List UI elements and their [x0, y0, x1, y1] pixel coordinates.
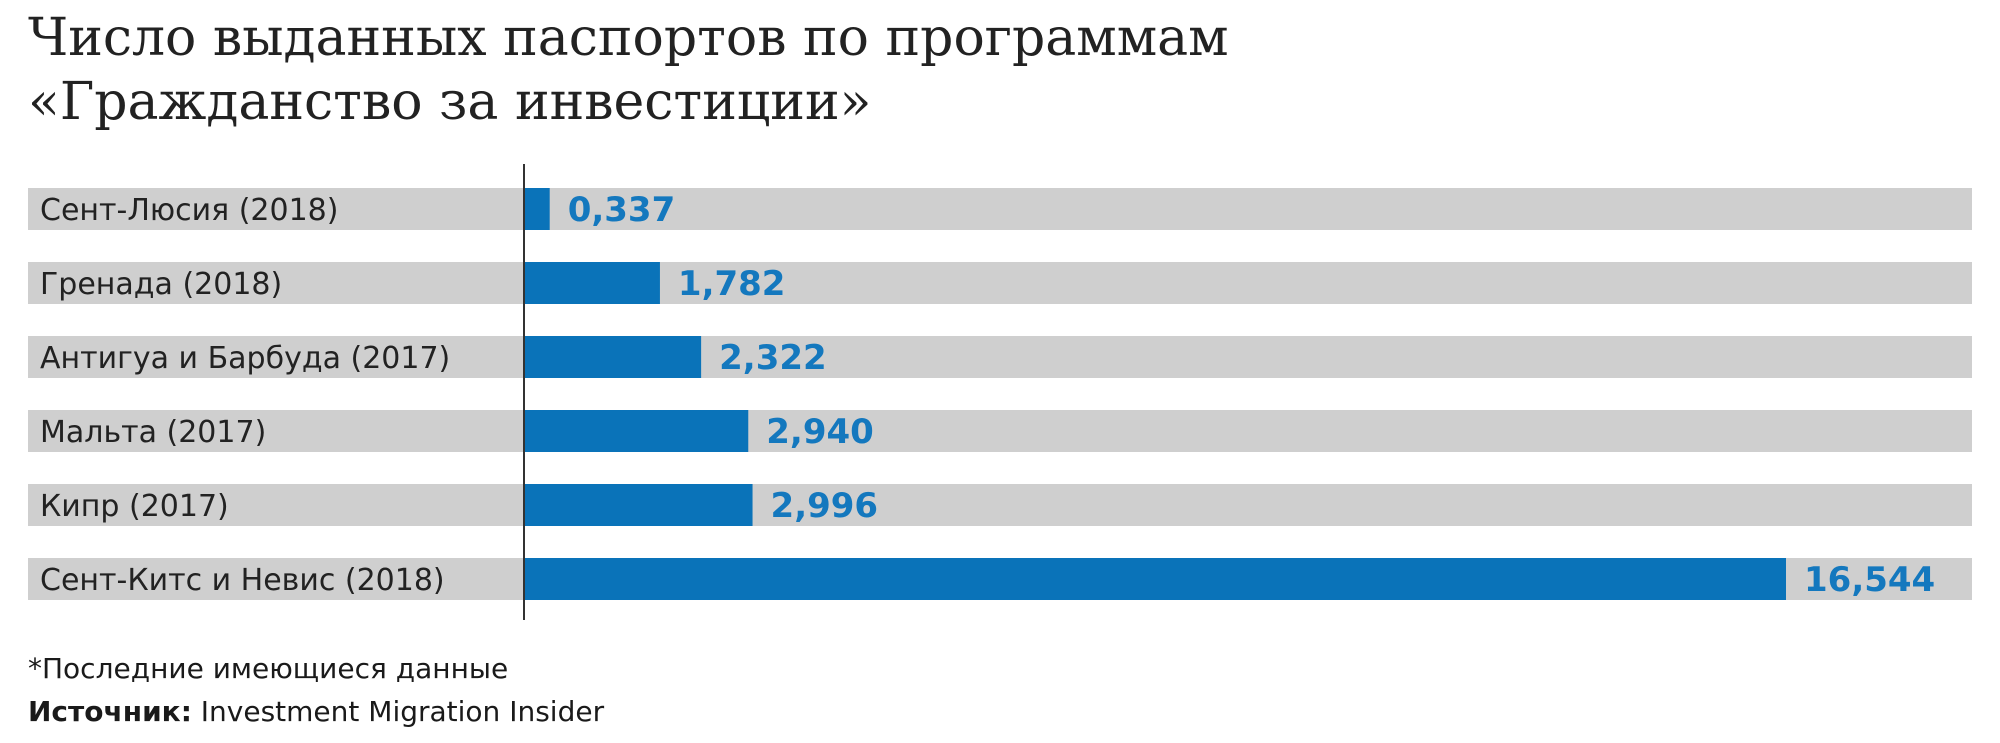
bar-track	[28, 484, 1972, 526]
bar-track	[28, 336, 1972, 378]
bar	[524, 336, 702, 378]
bar	[524, 484, 753, 526]
bar	[524, 188, 550, 230]
value-label: 0,337	[568, 190, 676, 230]
source-text: Investment Migration Insider	[191, 695, 605, 728]
bar-track	[28, 262, 1972, 304]
category-label: Мальта (2017)	[40, 415, 266, 450]
value-label: 2,940	[766, 412, 874, 452]
bar-chart: Сент-Люсия (2018) 0,337 Гренада (2018) 1,78…	[28, 164, 1972, 620]
footnote: *Последние имеющиеся данные	[28, 652, 509, 685]
value-label: 16,544	[1804, 560, 1935, 600]
bar	[524, 262, 660, 304]
bar-track	[28, 188, 1972, 230]
category-label: Гренада (2018)	[40, 267, 282, 302]
source-line: Источник: Investment Migration Insider	[28, 695, 604, 728]
bar	[524, 558, 1786, 600]
category-label: Антигуа и Барбуда (2017)	[40, 341, 450, 376]
category-label: Кипр (2017)	[40, 489, 229, 524]
value-label: 1,782	[678, 264, 786, 304]
value-label: 2,996	[771, 486, 879, 526]
chart-title-line-1: Число выданных паспортов по программам	[28, 8, 1229, 68]
category-label: Сент-Китс и Невис (2018)	[40, 563, 445, 598]
source-label: Источник:	[28, 695, 192, 728]
chart-title: Число выданных паспортов по программам «…	[28, 6, 1928, 134]
value-label: 2,322	[719, 338, 827, 378]
chart-title-line-2: «Гражданство за инвестиции»	[28, 72, 872, 132]
bar	[524, 410, 749, 452]
category-label: Сент-Люсия (2018)	[40, 193, 338, 228]
bar-track	[28, 410, 1972, 452]
